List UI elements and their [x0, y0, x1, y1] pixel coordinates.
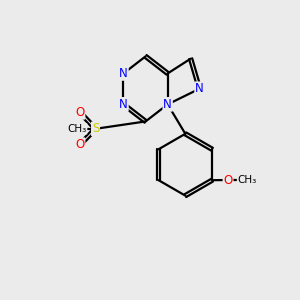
Text: O: O: [75, 138, 85, 151]
Text: CH₃: CH₃: [68, 124, 87, 134]
Text: N: N: [119, 98, 128, 111]
Text: O: O: [75, 106, 85, 119]
Text: N: N: [195, 82, 204, 95]
Text: S: S: [92, 122, 99, 135]
Text: N: N: [163, 98, 172, 111]
Text: CH₃: CH₃: [238, 175, 257, 185]
Text: O: O: [224, 173, 233, 187]
Text: N: N: [119, 67, 128, 80]
